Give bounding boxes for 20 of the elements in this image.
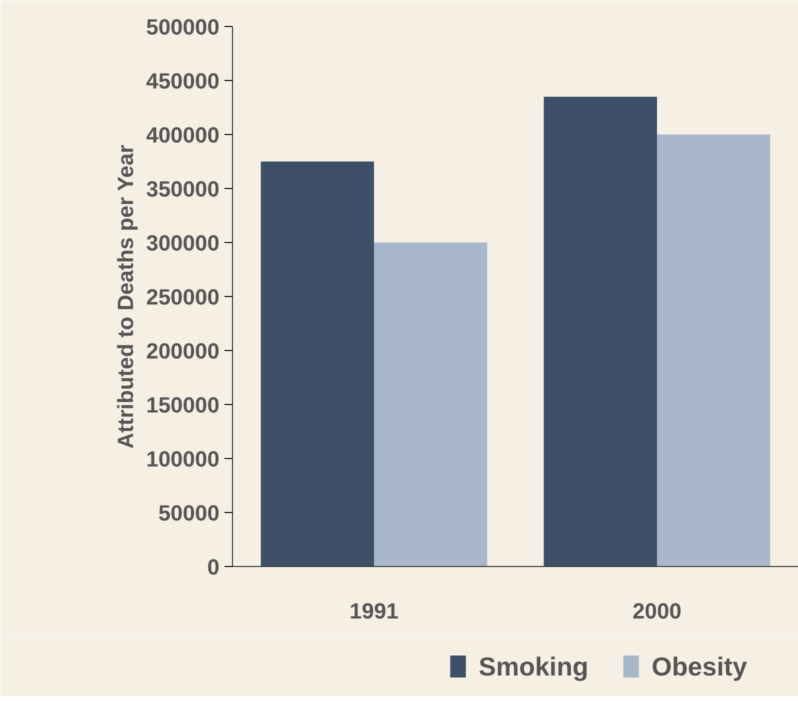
y-tick-label: 250000 bbox=[146, 284, 220, 310]
y-axis-title: Attributed to Deaths per Year bbox=[113, 144, 138, 449]
y-tick-label: 0 bbox=[207, 554, 220, 580]
y-tick-label: 350000 bbox=[146, 176, 220, 202]
y-tick-label: 100000 bbox=[146, 446, 220, 472]
bar bbox=[260, 162, 374, 566]
x-tick-label: 1991 bbox=[350, 598, 398, 624]
y-tick-label: 150000 bbox=[146, 392, 220, 418]
bar bbox=[544, 96, 657, 566]
y-tick-label: 500000 bbox=[146, 14, 220, 40]
legend-label: Obesity bbox=[652, 652, 748, 682]
y-tick-label: 200000 bbox=[146, 338, 220, 364]
y-tick-label: 400000 bbox=[146, 122, 220, 148]
y-tick-label: 50000 bbox=[158, 500, 220, 526]
bar bbox=[657, 134, 770, 566]
x-tick-label: 2000 bbox=[632, 598, 682, 624]
y-tick-label: 300000 bbox=[146, 230, 220, 256]
bar bbox=[374, 242, 488, 566]
legend-label: Smoking bbox=[478, 652, 588, 682]
y-tick-label: 450000 bbox=[146, 68, 220, 94]
